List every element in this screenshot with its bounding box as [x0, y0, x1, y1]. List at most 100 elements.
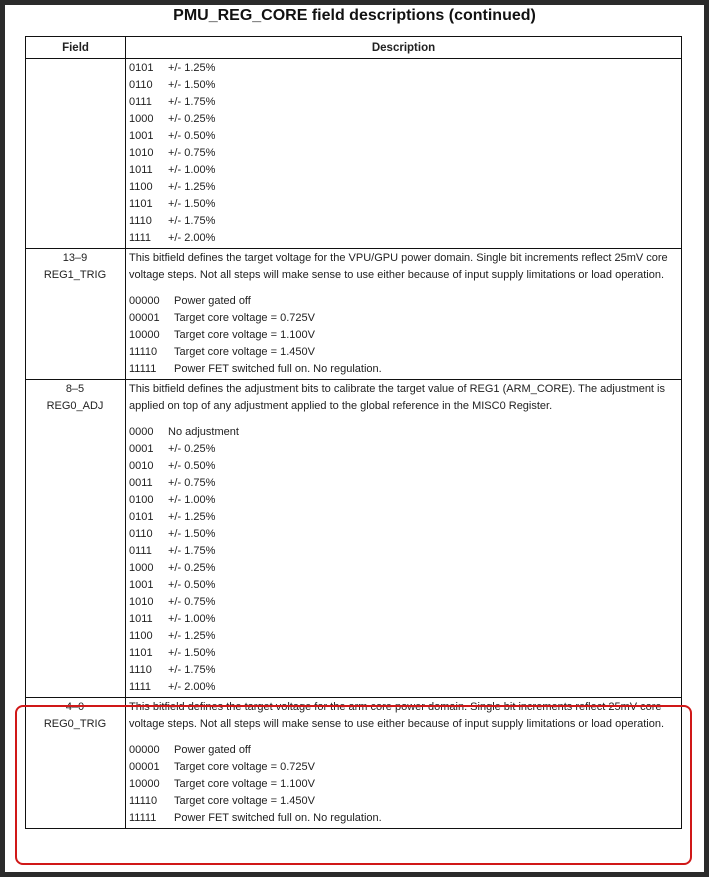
value-entry: 0111 +/- 1.75% — [129, 94, 677, 111]
value-entry: 1100 +/- 1.25% — [129, 628, 677, 645]
description-cell: This bitfield defines the target voltage… — [125, 697, 682, 829]
bit-meaning: +/- 2.00% — [168, 681, 216, 693]
description-paragraph: This bitfield defines the target voltage… — [129, 252, 668, 281]
header-description: Description — [125, 36, 682, 59]
bit-code: 1100 — [129, 181, 153, 193]
value-entry: 0101 +/- 1.25% — [129, 60, 677, 77]
field-cell: 8–5 REG0_ADJ — [25, 379, 126, 698]
bit-code: 1000 — [129, 113, 154, 125]
bit-meaning: Power gated off — [174, 295, 251, 307]
bit-code: 10000 — [129, 329, 160, 341]
value-entry: 0011 +/- 0.75% — [129, 475, 677, 492]
description-cell: 0101 +/- 1.25% 0110 +/- 1.50% 0111 +/- 1… — [125, 58, 682, 249]
field-cell: 13–9 REG1_TRIG — [25, 248, 126, 380]
value-entry: 11111 Power FET switched full on. No reg… — [129, 810, 677, 827]
bit-meaning: +/- 1.75% — [168, 545, 216, 557]
bit-code: 0010 — [129, 460, 154, 472]
field-cell — [25, 58, 126, 249]
bit-meaning: +/- 0.50% — [168, 579, 216, 591]
bit-code: 1001 — [129, 579, 154, 591]
bit-code: 0111 — [129, 96, 152, 108]
page-title: PMU_REG_CORE field descriptions (continu… — [173, 7, 536, 24]
field-name: REG1_TRIG — [43, 269, 107, 281]
field-bits: 13–9 — [62, 252, 88, 264]
bit-code: 0101 — [129, 62, 154, 74]
value-entry: 11110 Target core voltage = 1.450V — [129, 793, 677, 810]
bit-code: 0011 — [129, 477, 153, 489]
bit-meaning: +/- 1.50% — [168, 79, 216, 91]
value-entry: 1011 +/- 1.00% — [129, 162, 677, 179]
field-name: REG0_ADJ — [46, 400, 104, 412]
value-entry: 1110 +/- 1.75% — [129, 662, 677, 679]
bit-meaning: +/- 1.25% — [168, 630, 216, 642]
value-entry: 1001 +/- 0.50% — [129, 128, 677, 145]
value-entry: 0001 +/- 0.25% — [129, 441, 677, 458]
table-row: 4–0 REG0_TRIG This bitfield defines the … — [25, 697, 682, 829]
value-entry: 0100 +/- 1.00% — [129, 492, 677, 509]
bit-meaning: Target core voltage = 1.100V — [174, 329, 315, 341]
bit-code: 0101 — [129, 511, 154, 523]
description-paragraph: This bitfield defines the target voltage… — [129, 701, 665, 730]
value-entry: 0110 +/- 1.50% — [129, 526, 677, 543]
bit-meaning: +/- 0.25% — [168, 113, 216, 125]
bit-meaning: +/- 0.25% — [168, 562, 216, 574]
value-entry: 11111 Power FET switched full on. No reg… — [129, 361, 677, 378]
bit-code: 00001 — [129, 312, 160, 324]
bit-code: 1111 — [129, 681, 152, 693]
bit-code: 00001 — [129, 761, 160, 773]
bit-code: 0001 — [129, 443, 154, 455]
value-entry: 1101 +/- 1.50% — [129, 196, 677, 213]
description-cell: This bitfield defines the adjustment bit… — [125, 379, 682, 698]
value-entry: 1001 +/- 0.50% — [129, 577, 677, 594]
bit-meaning: Target core voltage = 0.725V — [174, 761, 315, 773]
value-entry: 1111 +/- 2.00% — [129, 230, 677, 247]
bit-code: 00000 — [129, 744, 160, 756]
value-entry: 1101 +/- 1.50% — [129, 645, 677, 662]
bit-meaning: Power FET switched full on. No regulatio… — [174, 812, 382, 824]
value-entry: 1111 +/- 2.00% — [129, 679, 677, 696]
bit-code: 1010 — [129, 147, 154, 159]
value-entry: 0010 +/- 0.50% — [129, 458, 677, 475]
field-bits: 8–5 — [65, 383, 85, 395]
value-entry: 00001 Target core voltage = 0.725V — [129, 310, 677, 327]
value-entry: 00001 Target core voltage = 0.725V — [129, 759, 677, 776]
bit-meaning: +/- 0.75% — [168, 477, 216, 489]
bit-meaning: Target core voltage = 1.100V — [174, 778, 315, 790]
field-cell: 4–0 REG0_TRIG — [25, 697, 126, 829]
value-entry: 1000 +/- 0.25% — [129, 560, 677, 577]
bit-meaning: +/- 0.50% — [168, 460, 216, 472]
table-row: 13–9 REG1_TRIG This bitfield defines the… — [25, 248, 682, 380]
bit-meaning: Power gated off — [174, 744, 251, 756]
value-entry: 0110 +/- 1.50% — [129, 77, 677, 94]
bit-meaning: +/- 0.50% — [168, 130, 216, 142]
bit-code: 1001 — [129, 130, 154, 142]
description-paragraph: This bitfield defines the adjustment bit… — [129, 383, 665, 412]
bit-code: 1010 — [129, 596, 154, 608]
value-entry: 0000 No adjustment — [129, 424, 677, 441]
bit-code: 1011 — [129, 613, 153, 625]
value-entry: 10000 Target core voltage = 1.100V — [129, 776, 677, 793]
table-row: 0101 +/- 1.25% 0110 +/- 1.50% 0111 +/- 1… — [25, 58, 682, 249]
bit-code: 1110 — [129, 664, 152, 676]
bit-code: 0110 — [129, 528, 153, 540]
bit-meaning: +/- 1.25% — [168, 511, 216, 523]
value-entry: 1110 +/- 1.75% — [129, 213, 677, 230]
bit-code: 11111 — [129, 812, 157, 824]
bit-code: 11111 — [129, 363, 157, 375]
bit-code: 0111 — [129, 545, 152, 557]
bit-meaning: +/- 1.50% — [168, 198, 216, 210]
field-descriptions-table: Field Description 0101 +/- 1.25% 0110 +/… — [25, 36, 682, 829]
bit-code: 00000 — [129, 295, 160, 307]
bit-meaning: +/- 2.00% — [168, 232, 216, 244]
bit-code: 11110 — [129, 795, 158, 807]
bit-meaning: +/- 1.50% — [168, 647, 216, 659]
value-entry: 00000 Power gated off — [129, 293, 677, 310]
value-entry: 1010 +/- 0.75% — [129, 145, 677, 162]
value-entry: 0101 +/- 1.25% — [129, 509, 677, 526]
bit-code: 1111 — [129, 232, 152, 244]
bit-meaning: +/- 1.75% — [168, 96, 216, 108]
bit-meaning: Target core voltage = 0.725V — [174, 312, 315, 324]
bit-meaning: +/- 0.25% — [168, 443, 216, 455]
value-entry: 1100 +/- 1.25% — [129, 179, 677, 196]
value-entry: 1011 +/- 1.00% — [129, 611, 677, 628]
